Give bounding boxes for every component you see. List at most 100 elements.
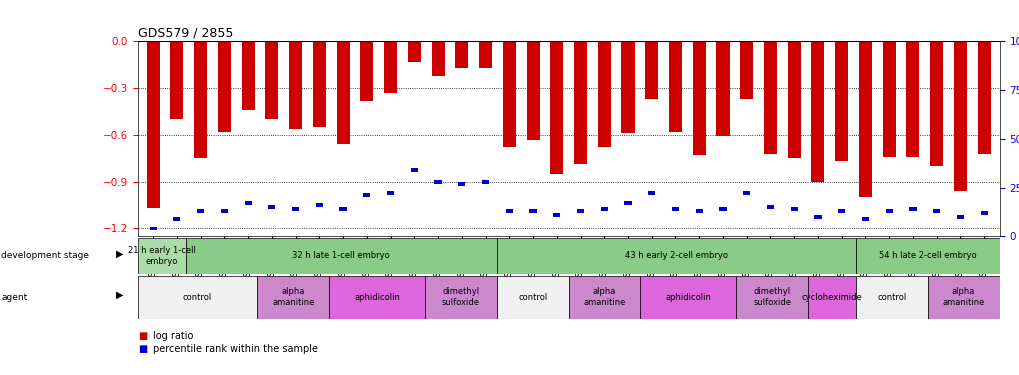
Bar: [245, 201, 252, 205]
Bar: [884, 209, 892, 213]
Bar: [288, 41, 302, 129]
Text: control: control: [876, 292, 906, 302]
Text: control: control: [518, 292, 547, 302]
Bar: [411, 168, 418, 172]
Bar: [386, 191, 393, 195]
Bar: [787, 41, 800, 158]
Text: alpha
amanitine: alpha amanitine: [583, 288, 625, 307]
Bar: [624, 201, 631, 205]
Bar: [482, 180, 489, 184]
Bar: [953, 41, 966, 191]
Bar: [242, 41, 255, 110]
Bar: [692, 41, 705, 155]
Text: percentile rank within the sample: percentile rank within the sample: [153, 344, 318, 354]
Bar: [552, 213, 559, 217]
Text: development stage: development stage: [1, 251, 89, 260]
Bar: [458, 182, 465, 186]
Bar: [577, 209, 584, 213]
Bar: [932, 209, 940, 213]
Text: 32 h late 1-cell embryo: 32 h late 1-cell embryo: [292, 251, 389, 260]
Bar: [316, 203, 323, 207]
Bar: [574, 41, 587, 165]
Bar: [479, 41, 491, 68]
Bar: [218, 41, 230, 132]
Bar: [906, 41, 918, 157]
Bar: [715, 41, 729, 136]
Bar: [976, 41, 989, 154]
Bar: [268, 205, 275, 209]
Bar: [505, 209, 513, 213]
Text: ■: ■: [138, 331, 147, 340]
Bar: [526, 41, 539, 140]
Bar: [138, 238, 185, 274]
Text: alpha
amanitine: alpha amanitine: [942, 288, 984, 307]
Bar: [454, 41, 468, 68]
Bar: [265, 41, 278, 119]
Bar: [838, 209, 845, 213]
Bar: [766, 205, 773, 209]
Text: aphidicolin: aphidicolin: [664, 292, 710, 302]
Bar: [194, 41, 207, 158]
Bar: [668, 41, 682, 132]
Bar: [645, 41, 657, 99]
Bar: [529, 209, 536, 213]
Text: ▶: ▶: [115, 249, 123, 259]
Bar: [640, 276, 736, 319]
Text: GDS579 / 2855: GDS579 / 2855: [138, 26, 233, 39]
Text: agent: agent: [1, 292, 28, 302]
Bar: [329, 276, 425, 319]
Bar: [496, 238, 855, 274]
Bar: [147, 41, 160, 208]
Text: 43 h early 2-cell embryo: 43 h early 2-cell embryo: [625, 251, 728, 260]
Bar: [408, 41, 421, 62]
Bar: [858, 41, 871, 197]
Text: cycloheximide: cycloheximide: [801, 292, 861, 302]
Bar: [150, 226, 157, 230]
Text: 54 h late 2-cell embryo: 54 h late 2-cell embryo: [878, 251, 975, 260]
Bar: [855, 276, 927, 319]
Bar: [695, 209, 702, 213]
Bar: [431, 41, 444, 76]
Text: dimethyl
sulfoxide: dimethyl sulfoxide: [752, 288, 791, 307]
Bar: [813, 215, 820, 219]
Bar: [672, 207, 679, 211]
Bar: [496, 276, 569, 319]
Bar: [502, 41, 516, 147]
Bar: [861, 217, 868, 220]
Bar: [811, 41, 823, 182]
Bar: [835, 41, 848, 161]
Bar: [979, 211, 986, 215]
Bar: [434, 180, 441, 184]
Bar: [956, 215, 963, 219]
Bar: [597, 41, 610, 147]
Bar: [360, 41, 373, 101]
Bar: [173, 217, 180, 220]
Bar: [621, 41, 634, 133]
Bar: [339, 207, 346, 211]
Bar: [736, 276, 807, 319]
Bar: [743, 191, 750, 195]
Text: ▶: ▶: [115, 290, 123, 300]
Bar: [740, 41, 752, 99]
Text: aphidicolin: aphidicolin: [354, 292, 399, 302]
Bar: [138, 276, 257, 319]
Bar: [313, 41, 325, 127]
Bar: [647, 191, 654, 195]
Bar: [807, 276, 855, 319]
Bar: [549, 41, 562, 174]
Text: ■: ■: [138, 344, 147, 354]
Bar: [425, 276, 496, 319]
Bar: [881, 41, 895, 157]
Bar: [929, 41, 943, 166]
Bar: [363, 194, 370, 197]
Bar: [257, 276, 329, 319]
Bar: [927, 276, 999, 319]
Bar: [909, 207, 916, 211]
Text: log ratio: log ratio: [153, 331, 194, 340]
Bar: [600, 207, 607, 211]
Bar: [291, 207, 299, 211]
Bar: [855, 238, 999, 274]
Bar: [197, 209, 204, 213]
Text: control: control: [182, 292, 212, 302]
Bar: [569, 276, 640, 319]
